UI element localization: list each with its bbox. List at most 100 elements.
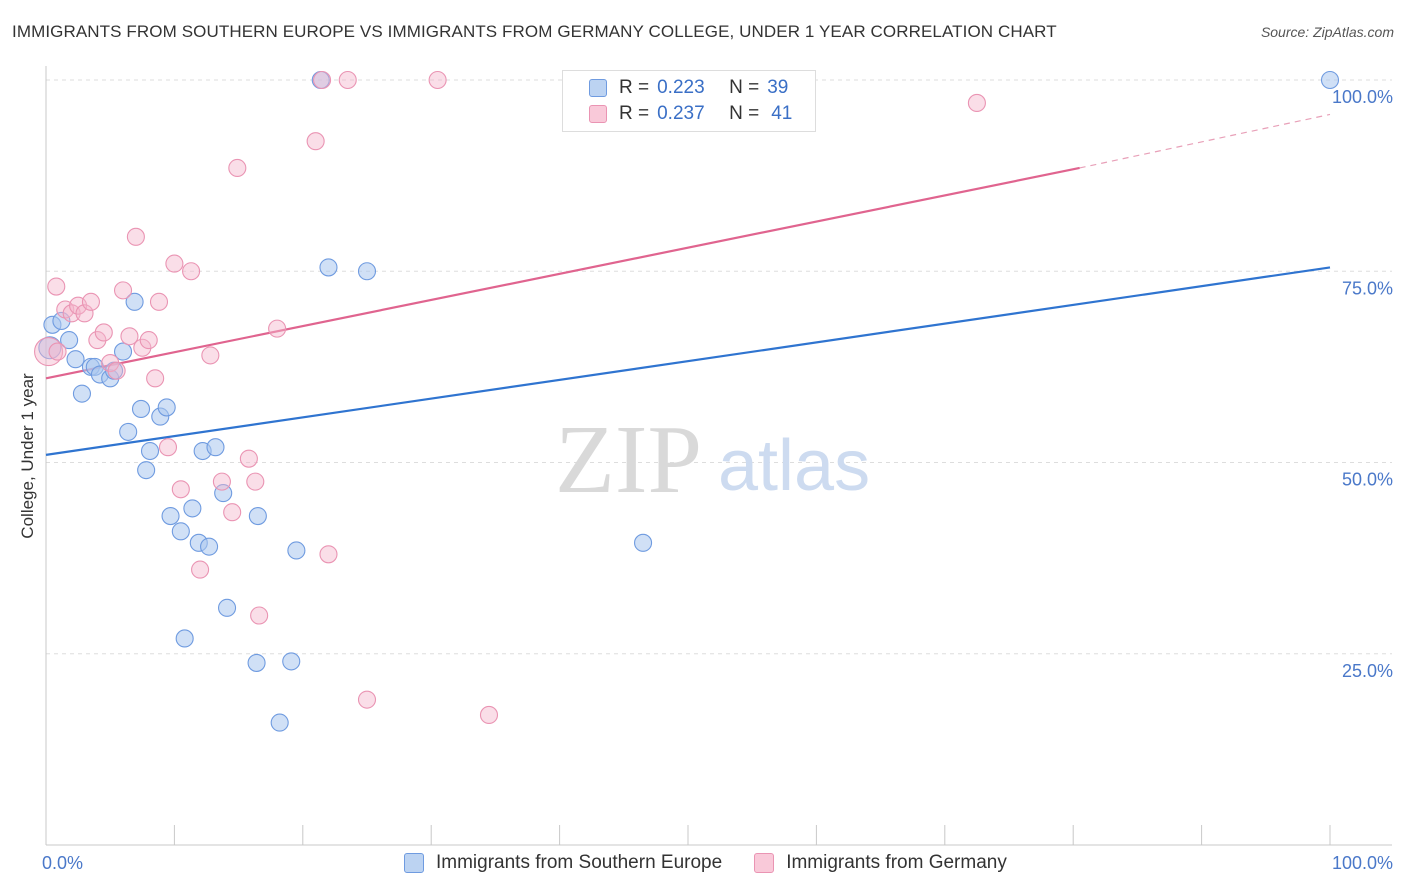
trend-line-germany-extension (1079, 113, 1331, 169)
legend-r-value-1: 0.223 (657, 77, 705, 98)
series-label-southern-europe: Immigrants from Southern Europe (436, 852, 723, 873)
series-legend: Immigrants from Southern Europe Immigran… (404, 852, 1039, 874)
y-axis-title: College, Under 1 year (18, 373, 37, 539)
scatter-points (34, 70, 1340, 732)
point-germany (313, 70, 332, 90)
legend-n-value-1: 39 (767, 77, 789, 98)
point-southern-europe (140, 441, 160, 461)
point-southern-europe (125, 292, 144, 311)
point-southern-europe (113, 342, 133, 361)
legend-n-value-2: 41 (771, 103, 793, 124)
point-southern-europe (282, 652, 301, 671)
point-germany (268, 319, 287, 338)
point-germany (81, 292, 100, 311)
point-southern-europe (1320, 70, 1340, 90)
point-germany (239, 449, 258, 468)
point-germany (357, 690, 377, 709)
point-southern-europe (52, 311, 71, 331)
point-southern-europe (72, 384, 92, 403)
point-germany (428, 70, 447, 90)
point-germany (139, 331, 158, 350)
point-germany (191, 560, 210, 579)
point-southern-europe (171, 522, 190, 541)
point-southern-europe (131, 399, 151, 419)
point-southern-europe (217, 598, 237, 617)
point-southern-europe (175, 629, 194, 648)
point-southern-europe (157, 398, 176, 417)
y-tick-label: 50.0% (1342, 470, 1393, 490)
point-southern-europe (206, 438, 225, 457)
legend-r-value-2: 0.237 (657, 103, 705, 124)
point-germany (158, 438, 178, 457)
point-germany (47, 277, 66, 296)
point-southern-europe (200, 537, 219, 556)
axis-ticks (45, 825, 1331, 845)
series-legend-germany[interactable]: Immigrants from Germany (754, 852, 1007, 874)
point-germany (88, 331, 107, 350)
legend-swatch-pink (589, 105, 607, 123)
legend-r-label: R = (619, 103, 650, 124)
point-germany (48, 342, 67, 361)
axes (45, 66, 1392, 846)
point-germany (107, 361, 126, 380)
point-germany (306, 132, 325, 151)
point-germany (319, 545, 338, 564)
point-germany (223, 503, 242, 522)
point-germany (182, 262, 201, 281)
point-southern-europe (161, 506, 180, 526)
trend-lines (45, 113, 1331, 456)
point-germany (201, 346, 220, 365)
trend-line-southern-europe (45, 266, 1331, 456)
point-germany (120, 327, 139, 346)
point-germany (228, 158, 247, 178)
point-southern-europe (137, 461, 156, 480)
point-southern-europe (119, 422, 138, 441)
stats-legend: R = 0.223 N = 39 R = 0.237 N = 41 (562, 70, 816, 132)
y-tick-label: 100.0% (1332, 87, 1393, 107)
legend-n-label: N = (729, 77, 760, 98)
point-germany (250, 606, 269, 625)
point-southern-europe (247, 653, 266, 672)
point-southern-europe (66, 350, 85, 369)
y-tick-label: 75.0% (1342, 278, 1393, 298)
gridlines (46, 79, 1392, 655)
point-germany (149, 292, 169, 311)
legend-row-germany: R = 0.237 N = 41 (589, 102, 792, 126)
point-germany (479, 705, 499, 725)
point-southern-europe (270, 713, 289, 732)
point-germany (165, 254, 184, 273)
source-label: Source: ZipAtlas.com (1260, 24, 1394, 40)
point-germany (146, 369, 165, 388)
legend-r-label: R = (619, 77, 650, 98)
point-southern-europe (214, 484, 233, 503)
point-southern-europe (357, 262, 377, 281)
point-germany (101, 353, 120, 373)
point-germany (246, 472, 265, 491)
point-germany (338, 70, 357, 90)
point-southern-europe (287, 541, 306, 560)
point-germany (75, 304, 94, 323)
x-tick-label-min: 0.0% (42, 853, 83, 873)
point-southern-europe (319, 258, 338, 277)
legend-row-southern-europe: R = 0.223 N = 39 (589, 76, 788, 100)
point-germany (126, 227, 145, 246)
series-swatch-blue (404, 853, 424, 873)
watermark-zip: ZIP (555, 406, 702, 514)
point-germany (967, 93, 986, 112)
point-southern-europe (248, 506, 267, 526)
axis-labels: 100.0% 75.0% 50.0% 25.0% 0.0% 100.0% College, … (18, 87, 1393, 873)
series-swatch-pink (754, 853, 775, 873)
watermark: ZIP atlas (555, 406, 870, 514)
trend-line-germany (45, 166, 1080, 380)
point-germany (171, 480, 190, 499)
y-tick-label: 25.0% (1342, 661, 1393, 681)
point-germany (212, 472, 231, 491)
series-legend-southern-europe[interactable]: Immigrants from Southern Europe (404, 852, 722, 874)
point-southern-europe (634, 533, 653, 552)
point-germany (62, 304, 81, 323)
x-tick-label-max: 100.0% (1332, 853, 1393, 873)
legend-n-label: N = (729, 103, 760, 124)
legend-swatch-blue (589, 79, 607, 97)
point-germany (113, 281, 133, 300)
